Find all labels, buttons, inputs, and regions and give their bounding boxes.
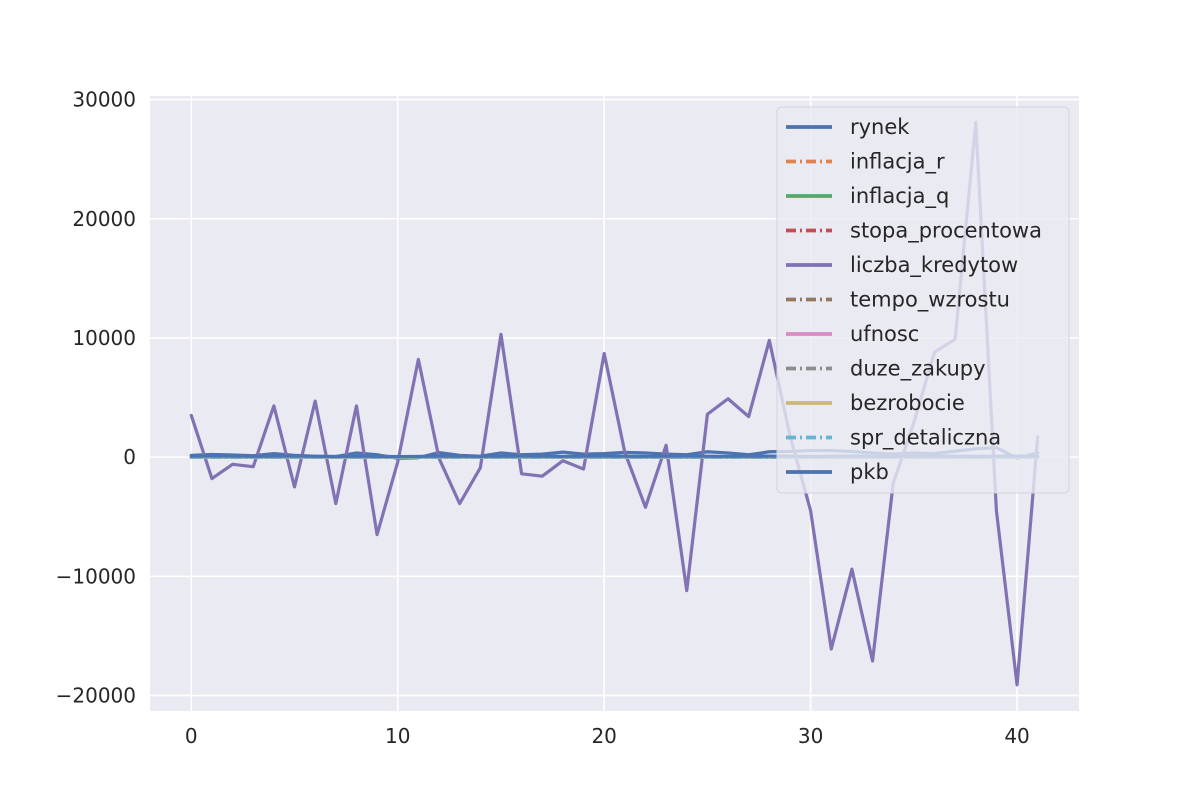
y-tick-label: 10000 — [72, 326, 136, 350]
x-tick-label: 20 — [591, 724, 616, 748]
legend: rynek inflacja_r inflacja_q stopa_procentow… — [776, 106, 1070, 494]
legend-label-liczba-kredytow: liczba_kredytow — [850, 253, 1018, 278]
legend-box — [776, 106, 1070, 494]
x-tick-label: 30 — [798, 724, 823, 748]
x-tick-label: 40 — [1004, 724, 1029, 748]
legend-label-rynek: rynek — [850, 115, 910, 139]
tick-labels: 0 10 20 30 40 −20000 −10000 0 10000 20000 30000 — [56, 88, 1030, 748]
y-tick-label: −20000 — [56, 684, 136, 708]
legend-label-tempo-wzrostu: tempo_wzrostu — [850, 288, 1010, 313]
y-tick-label: −10000 — [56, 564, 136, 588]
legend-label-spr-detaliczna: spr_detaliczna — [850, 426, 1001, 451]
legend-label-bezrobocie: bezrobocie — [850, 391, 965, 415]
legend-label-ufnosc: ufnosc — [850, 322, 919, 346]
x-tick-label: 0 — [185, 724, 198, 748]
legend-label-duze-zakupy: duze_zakupy — [850, 357, 986, 382]
y-tick-label: 20000 — [72, 207, 136, 231]
y-tick-label: 30000 — [72, 88, 136, 112]
x-tick-label: 10 — [385, 724, 410, 748]
legend-label-inflacja-r: inflacja_r — [850, 150, 945, 175]
legend-label-inflacja-q: inflacja_q — [850, 184, 949, 209]
y-tick-label: 0 — [123, 445, 136, 469]
legend-label-stopa-procentowa: stopa_procentowa — [850, 219, 1042, 244]
legend-label-pkb: pkb — [850, 460, 889, 484]
